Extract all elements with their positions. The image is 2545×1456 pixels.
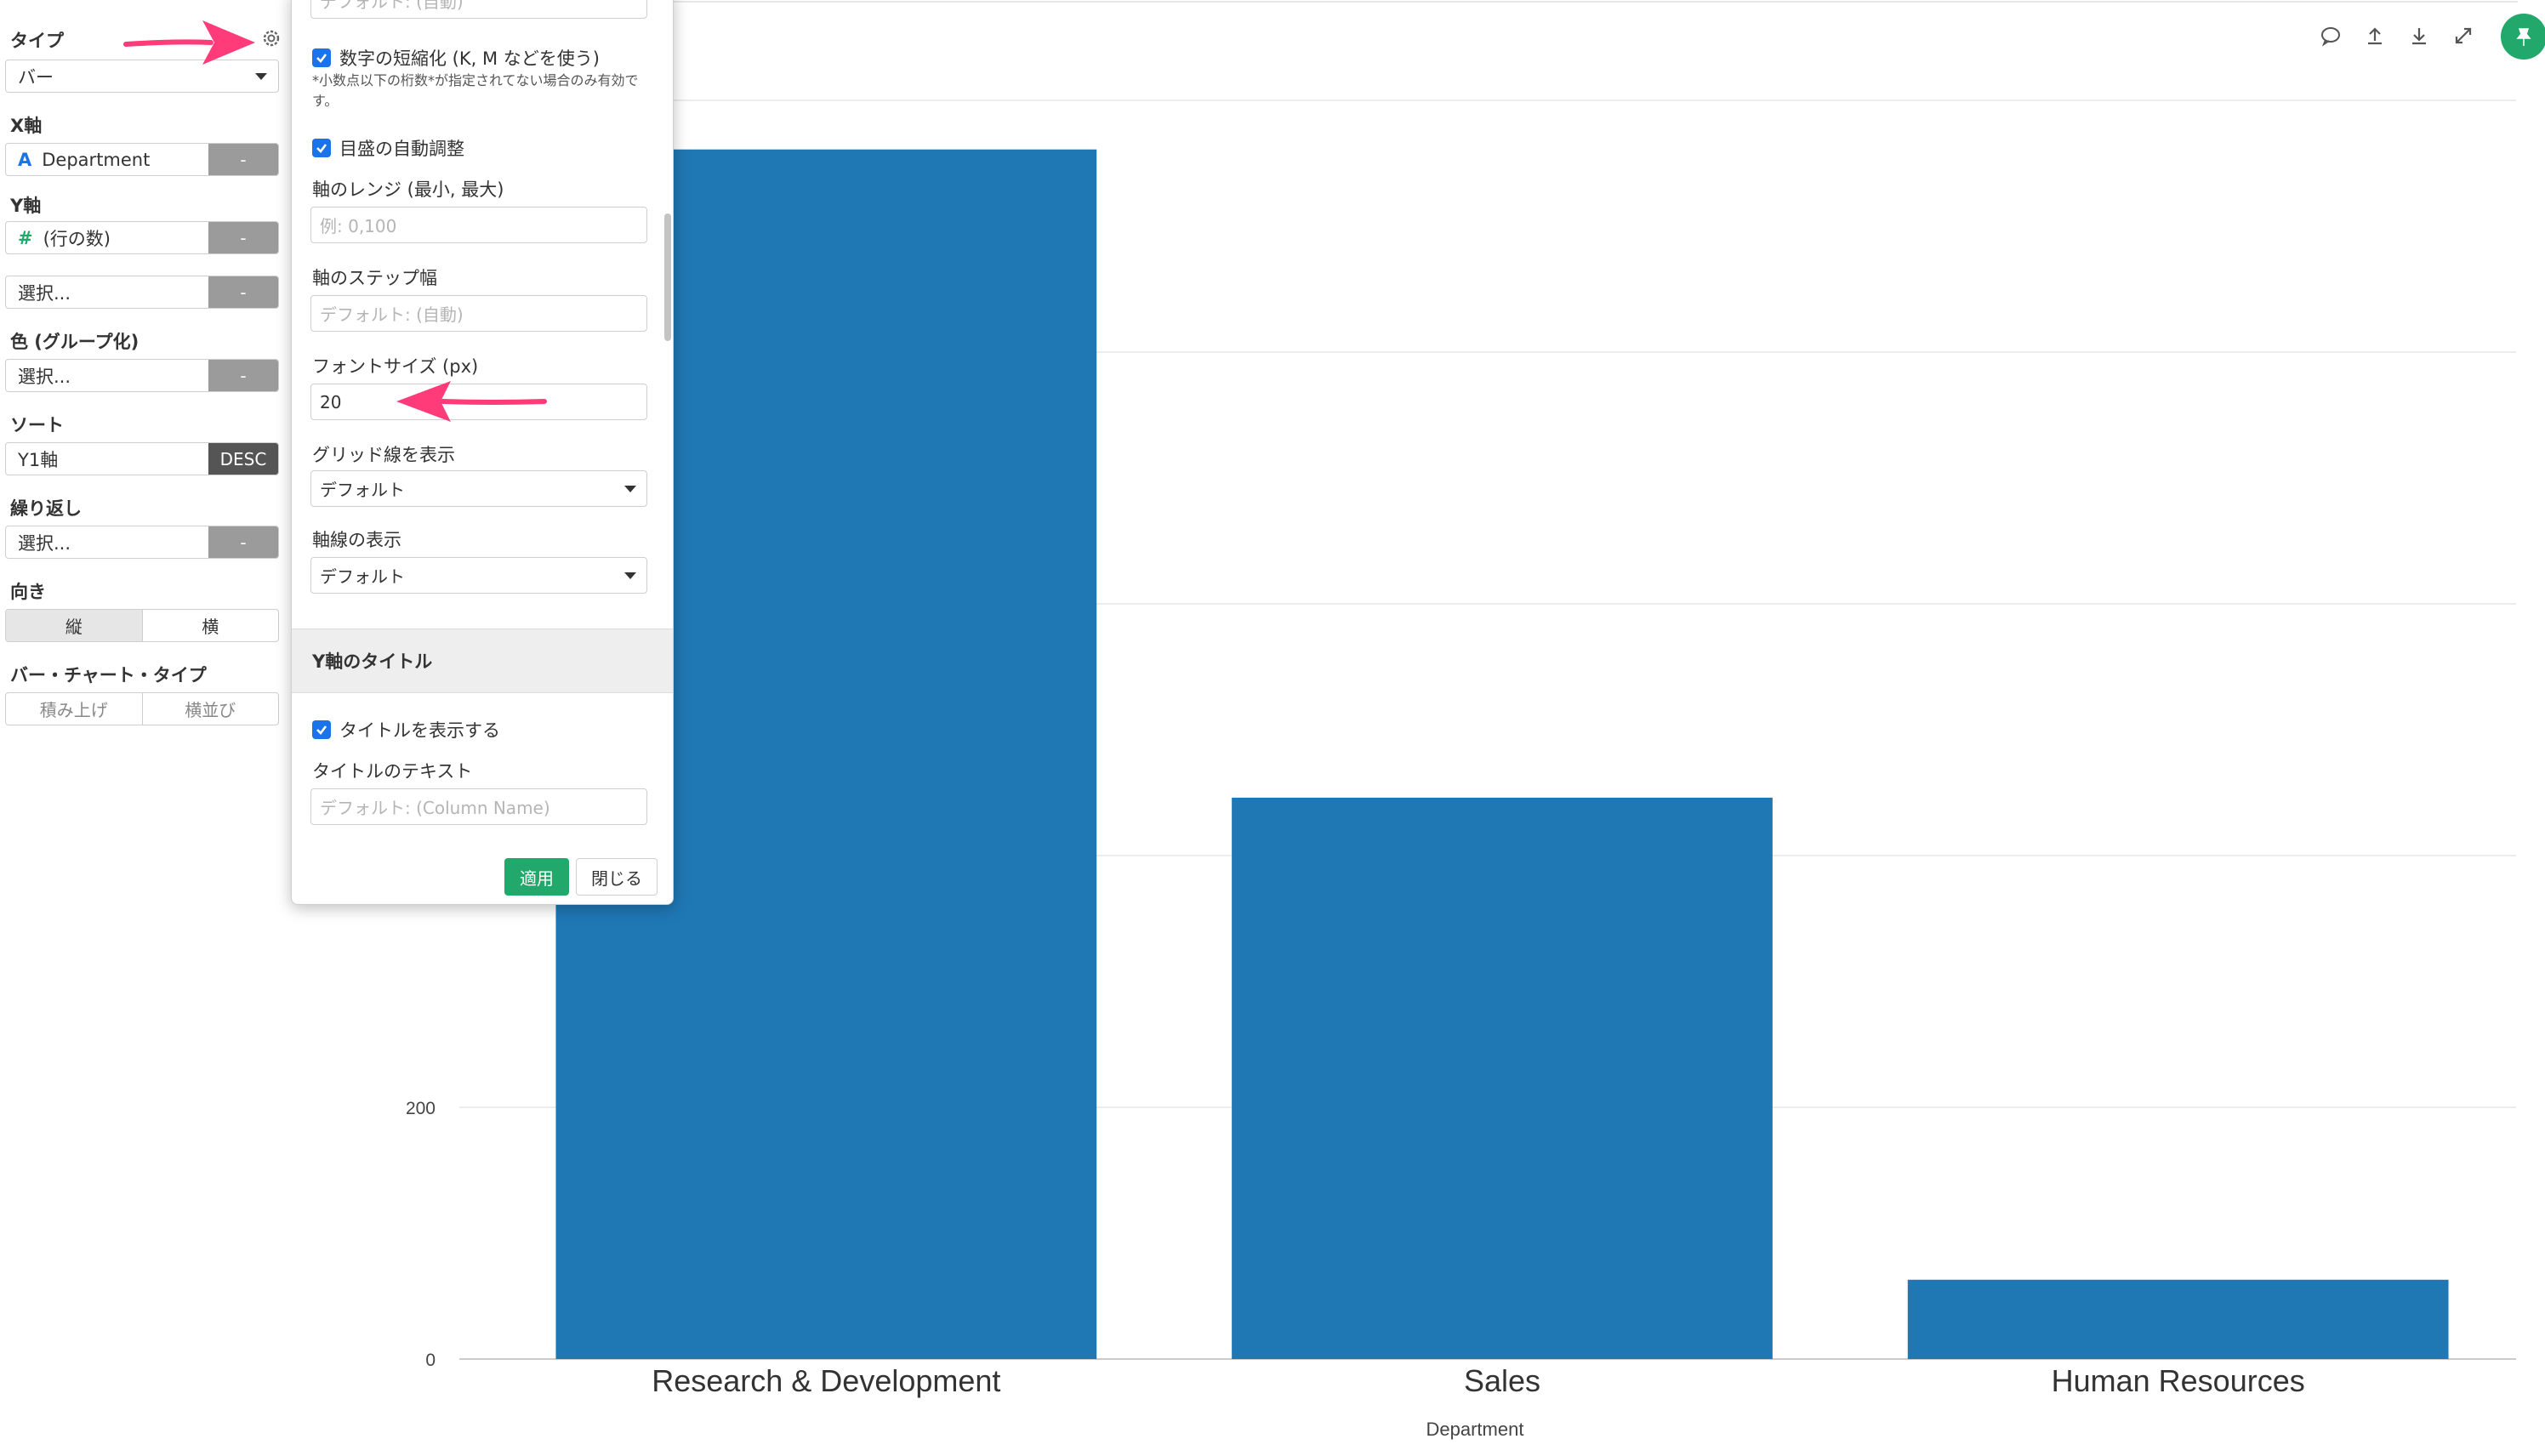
sort-field[interactable]: Y1軸 DESC xyxy=(5,442,279,475)
font-size-input[interactable]: 20 xyxy=(310,384,647,420)
sort-value: Y1軸 xyxy=(18,449,59,470)
abbrev-checkbox[interactable] xyxy=(312,48,331,67)
grid-select-value: デフォルト xyxy=(320,480,405,500)
orientation-toggle: 縦 横 xyxy=(5,609,279,642)
x-tick-labels: Research & Development Sales Human Resourc… xyxy=(652,1363,2304,1398)
color-field[interactable]: 選択... - xyxy=(5,359,279,392)
abbrev-checkbox-row[interactable]: 数字の短縮化 (K, M などを使う) xyxy=(312,45,600,71)
range-input[interactable]: 例: 0,100 xyxy=(310,207,647,243)
x-axis-remove-button[interactable]: - xyxy=(208,144,278,175)
sort-order-button[interactable]: DESC xyxy=(208,443,278,475)
step-label: 軸のステップ幅 xyxy=(312,268,437,288)
y2-axis-remove-button[interactable]: - xyxy=(208,276,278,308)
color-label: 色 (グループ化) xyxy=(10,332,139,352)
title-text-label: タイトルのテキスト xyxy=(312,761,473,782)
bars xyxy=(555,149,2449,1360)
y-axis-label: Y軸 xyxy=(10,196,42,216)
bar-2 xyxy=(1907,1279,2449,1359)
show-title-checkbox[interactable] xyxy=(312,720,331,739)
font-size-label: フォントサイズ (px) xyxy=(312,356,479,377)
axis-line-label: 軸線の表示 xyxy=(312,530,401,550)
chevron-down-icon xyxy=(624,572,636,579)
x-axis-value: Department xyxy=(42,149,151,170)
x-tick-label: Human Resources xyxy=(2052,1363,2305,1398)
auto-scale-label: 目盛の自動調整 xyxy=(339,139,464,159)
x-axis-label: X軸 xyxy=(10,116,43,136)
y-axis-value: (行の数) xyxy=(43,228,111,249)
orientation-vertical-button[interactable]: 縦 xyxy=(6,610,142,641)
wrap-label: 繰り返し xyxy=(10,498,82,519)
grid-select[interactable]: デフォルト xyxy=(310,470,647,507)
bar-type-toggle: 積み上げ 横並び xyxy=(5,692,279,725)
apply-button[interactable]: 適用 xyxy=(504,858,569,896)
axis-line-select[interactable]: デフォルト xyxy=(310,557,647,594)
download-icon[interactable] xyxy=(2404,20,2434,51)
axis-settings-popup: デフォルト: (自動) 数字の短縮化 (K, M などを使う) *小数点以下の桁… xyxy=(291,0,674,905)
abbrev-label: 数字の短縮化 (K, M などを使う) xyxy=(339,48,600,69)
x-tick-label: Sales xyxy=(1464,1363,1540,1398)
y-title-section-header: Y軸のタイトル xyxy=(292,628,673,693)
bar-type-label: バー・チャート・タイプ xyxy=(10,665,207,685)
x-axis-title: Department xyxy=(1426,1419,1524,1440)
comment-icon[interactable] xyxy=(2315,20,2346,51)
chart-type-select[interactable]: バー xyxy=(5,60,279,93)
orientation-horizontal-button[interactable]: 横 xyxy=(141,610,279,641)
abbrev-note: *小数点以下の桁数*が指定されてない場合のみ有効です。 xyxy=(312,72,639,109)
number-type-icon: # xyxy=(18,227,33,248)
gear-icon[interactable] xyxy=(260,27,282,49)
wrap-field[interactable]: 選択... - xyxy=(5,526,279,559)
close-button[interactable]: 閉じる xyxy=(576,858,658,896)
chevron-down-icon xyxy=(624,486,636,492)
y-axis-field[interactable]: # (行の数) - xyxy=(5,221,279,254)
orientation-label: 向き xyxy=(10,582,46,602)
wrap-value: 選択... xyxy=(18,532,71,554)
sort-label: ソート xyxy=(10,415,64,435)
chevron-down-icon xyxy=(244,60,278,92)
type-label: タイプ xyxy=(10,31,64,51)
color-value: 選択... xyxy=(18,366,71,387)
bar-type-stacked-button[interactable]: 積み上げ xyxy=(39,700,108,720)
show-title-label: タイトルを表示する xyxy=(339,720,500,741)
grid-label: グリッド線を表示 xyxy=(312,445,455,465)
chart-type-value: バー xyxy=(18,66,54,88)
wrap-remove-button[interactable]: - xyxy=(208,526,278,558)
y-tick-label: 200 xyxy=(406,1099,436,1118)
y-tick-labels: 0 200 xyxy=(406,1099,436,1370)
bar-type-side-by-side-button[interactable]: 横並び xyxy=(141,693,279,725)
y2-axis-value: 選択... xyxy=(18,282,71,304)
step-input[interactable]: デフォルト: (自動) xyxy=(310,295,647,332)
x-tick-label: Research & Development xyxy=(652,1363,1000,1398)
range-label: 軸のレンジ (最小, 最大) xyxy=(312,179,504,200)
y2-axis-field[interactable]: 選択... - xyxy=(5,276,279,309)
show-title-checkbox-row[interactable]: タイトルを表示する xyxy=(312,717,500,742)
auto-scale-checkbox[interactable] xyxy=(312,139,331,157)
auto-scale-checkbox-row[interactable]: 目盛の自動調整 xyxy=(312,135,464,161)
x-axis-field[interactable]: A Department - xyxy=(5,143,279,176)
text-type-icon: A xyxy=(18,149,32,170)
y-axis-remove-button[interactable]: - xyxy=(208,222,278,253)
expand-icon[interactable] xyxy=(2448,20,2479,51)
popup-scrollbar[interactable] xyxy=(664,213,671,341)
color-remove-button[interactable]: - xyxy=(208,360,278,391)
upload-icon[interactable] xyxy=(2360,20,2390,51)
axis-line-select-value: デフォルト xyxy=(320,566,405,587)
title-text-input[interactable]: デフォルト: (Column Name) xyxy=(310,788,647,825)
bar-1 xyxy=(1232,797,1773,1359)
y-tick-label: 0 xyxy=(425,1351,436,1370)
top-setting-input[interactable]: デフォルト: (自動) xyxy=(310,0,647,19)
pin-icon[interactable] xyxy=(2501,14,2545,60)
